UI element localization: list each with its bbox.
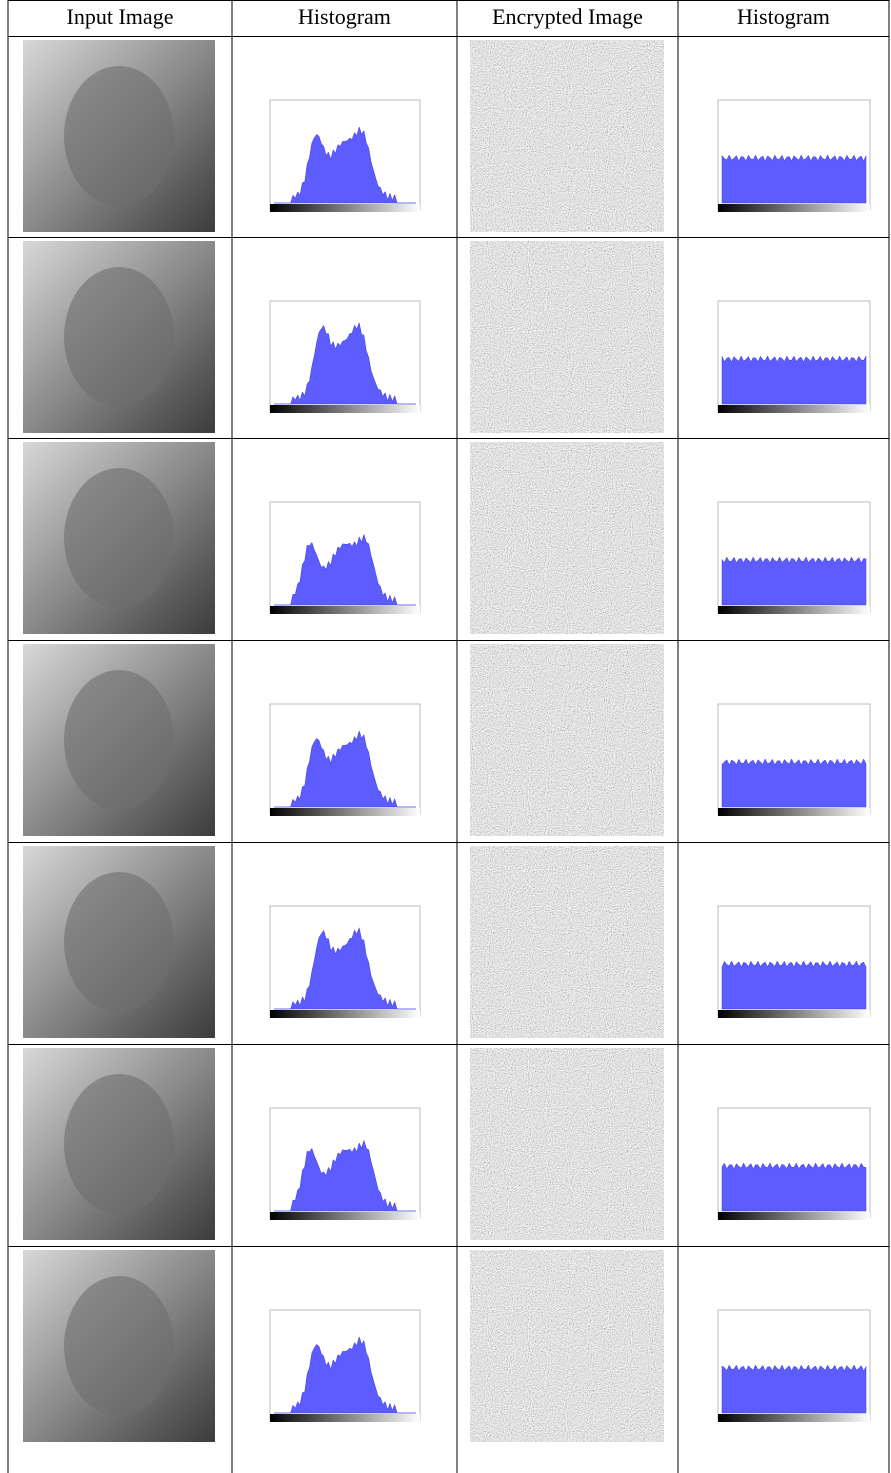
encrypted-image bbox=[470, 241, 664, 433]
histogram-bars bbox=[274, 126, 416, 204]
histogram-figure bbox=[269, 905, 421, 1018]
gray-scale-bar bbox=[718, 204, 870, 212]
histogram-figure bbox=[717, 703, 871, 816]
input-image-subject bbox=[64, 872, 174, 1012]
column-header: Encrypted Image bbox=[492, 4, 643, 29]
column-header: Histogram bbox=[298, 4, 391, 29]
gray-scale-bar bbox=[270, 1010, 420, 1018]
histogram-bars bbox=[274, 926, 416, 1010]
histogram-bars bbox=[721, 154, 867, 204]
histogram-figure bbox=[269, 703, 421, 816]
histogram-bars bbox=[721, 758, 867, 808]
gray-scale-bar bbox=[718, 1414, 870, 1422]
gray-scale-bar bbox=[718, 405, 870, 413]
column-header: Input Image bbox=[67, 4, 174, 29]
histogram-figure bbox=[269, 99, 421, 212]
gray-scale-bar bbox=[718, 1010, 870, 1018]
histogram-bars bbox=[274, 533, 416, 606]
histogram-figure bbox=[269, 1107, 421, 1220]
gray-scale-bar bbox=[718, 1212, 870, 1220]
histogram-bars bbox=[274, 1336, 416, 1414]
histogram-figure bbox=[717, 300, 871, 413]
encrypted-image bbox=[470, 40, 664, 232]
histogram-figure bbox=[717, 1309, 871, 1422]
histogram-bars bbox=[274, 321, 416, 405]
histogram-bars bbox=[274, 730, 416, 808]
histogram-bars bbox=[721, 355, 867, 405]
histogram-figure bbox=[717, 905, 871, 1018]
encrypted-image bbox=[470, 1048, 664, 1240]
histogram-figure bbox=[717, 501, 871, 614]
histogram-bars bbox=[721, 960, 867, 1010]
histogram-figure bbox=[269, 300, 421, 413]
encrypted-image bbox=[470, 442, 664, 634]
gray-scale-bar bbox=[270, 405, 420, 413]
histogram-bars bbox=[721, 1364, 867, 1414]
encrypted-image bbox=[470, 644, 664, 836]
input-image-subject bbox=[64, 468, 174, 608]
input-image-subject bbox=[64, 1276, 174, 1416]
histogram-figure bbox=[717, 1107, 871, 1220]
gray-scale-bar bbox=[270, 1414, 420, 1422]
gray-scale-bar bbox=[270, 606, 420, 614]
gray-scale-bar bbox=[718, 808, 870, 816]
histogram-bars bbox=[721, 556, 867, 606]
gray-scale-bar bbox=[718, 606, 870, 614]
gray-scale-bar bbox=[270, 808, 420, 816]
histogram-figure bbox=[269, 501, 421, 614]
input-image-subject bbox=[64, 66, 174, 206]
encrypted-image bbox=[470, 846, 664, 1038]
gray-scale-bar bbox=[270, 204, 420, 212]
input-image-subject bbox=[64, 267, 174, 407]
column-header: Histogram bbox=[737, 4, 830, 29]
encrypted-image bbox=[470, 1250, 664, 1442]
histogram-figure bbox=[269, 1309, 421, 1422]
histogram-figure bbox=[717, 99, 871, 212]
input-image-subject bbox=[64, 670, 174, 810]
gray-scale-bar bbox=[270, 1212, 420, 1220]
input-image-subject bbox=[64, 1074, 174, 1214]
histogram-bars bbox=[274, 1139, 416, 1212]
histogram-bars bbox=[721, 1162, 867, 1212]
